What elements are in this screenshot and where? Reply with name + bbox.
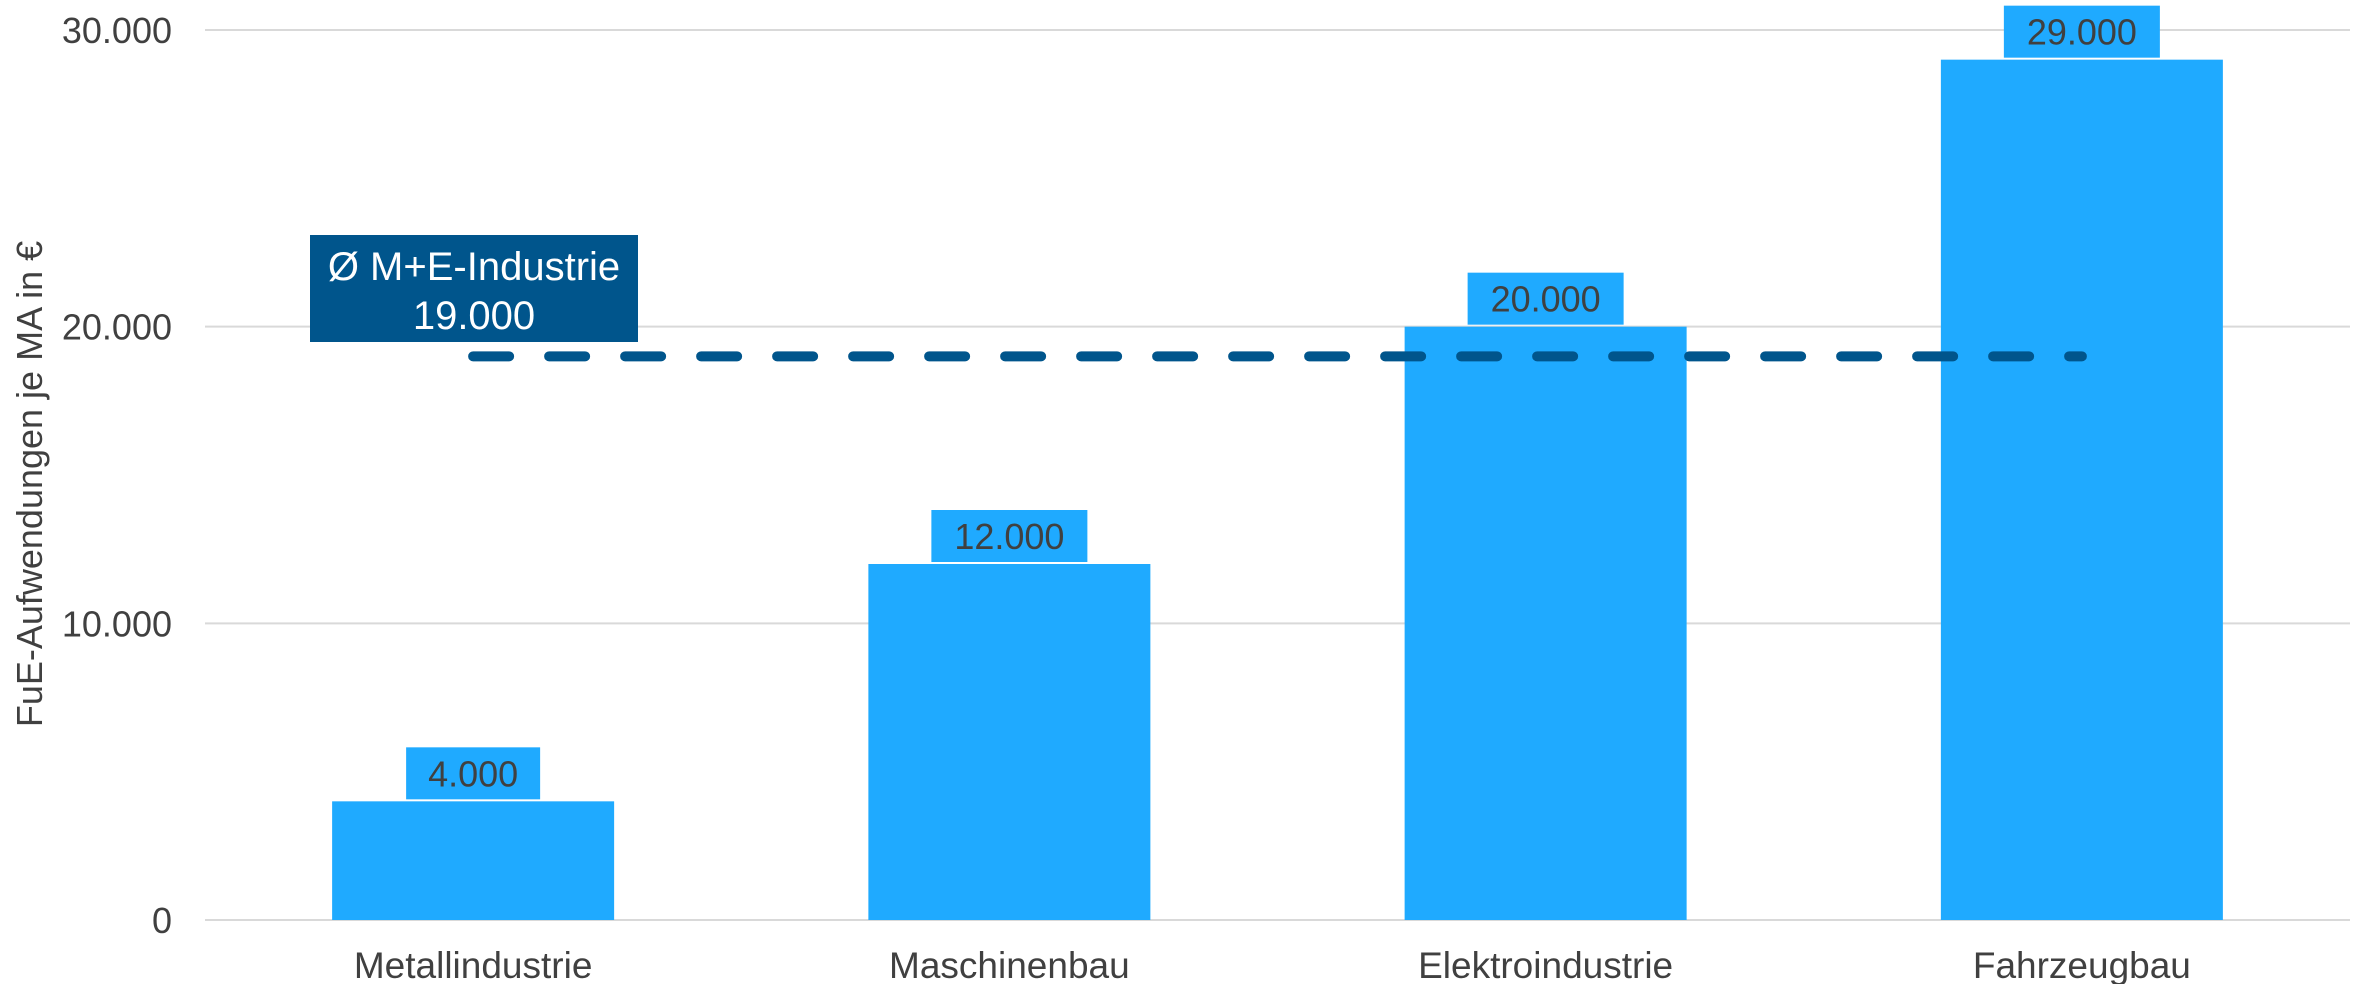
data-label-background	[2003, 5, 2160, 58]
data-label-background	[1467, 272, 1624, 325]
bar	[1404, 326, 1687, 921]
x-category-label: Metallindustrie	[354, 945, 593, 984]
average-label-title: Ø M+E-Industrie	[328, 245, 620, 289]
data-label-background	[931, 510, 1088, 562]
x-category-label: Fahrzeugbau	[1973, 945, 2191, 984]
y-axis-title: FuE-Aufwendungen je MA in €	[9, 241, 50, 727]
bar	[332, 801, 615, 920]
y-tick-label: 30.000	[62, 10, 172, 51]
y-tick-label: 0	[152, 900, 172, 941]
data-label: 29.000	[2027, 12, 2137, 53]
bars	[332, 59, 2223, 921]
data-label-background	[406, 747, 541, 800]
data-labels: 4.000 12.000 20.000 29.000	[406, 5, 2160, 800]
bar	[1940, 59, 2223, 920]
data-label: 12.000	[954, 516, 1064, 557]
data-label: 4.000	[428, 753, 518, 794]
bar	[868, 564, 1151, 920]
y-tick-label: 10.000	[62, 603, 172, 644]
x-category-label: Elektroindustrie	[1418, 945, 1673, 984]
y-axis-ticks: 0 10.000 20.000 30.000	[62, 10, 172, 941]
average-label-background	[310, 235, 638, 342]
x-category-label: Maschinenbau	[889, 945, 1130, 984]
data-label: 20.000	[1491, 279, 1601, 320]
x-axis-categories: Metallindustrie Maschinenbau Elektroindust…	[354, 945, 2191, 984]
average-label-value: 19.000	[413, 294, 535, 338]
average-line-group: Ø M+E-Industrie 19.000	[310, 235, 2087, 362]
y-tick-label: 20.000	[62, 307, 172, 348]
